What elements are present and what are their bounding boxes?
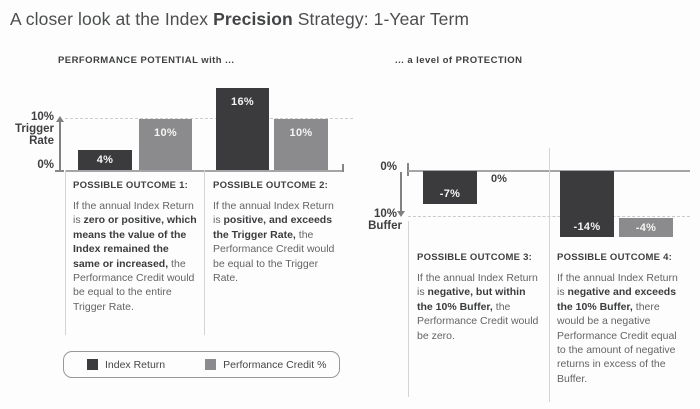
left-chart-header: PERFORMANCE POTENTIAL with ... — [58, 55, 235, 66]
outcome-1-block: POSSIBLE OUTCOME 1: If the annual Index … — [73, 179, 197, 314]
right-chart-header: ... a level of PROTECTION — [395, 55, 523, 66]
right-zero-tick — [407, 163, 409, 176]
outcome-4-block: POSSIBLE OUTCOME 4: If the annual Index … — [557, 251, 687, 386]
legend: Index Return Performance Credit % — [63, 351, 340, 378]
right-axis-label-buffer: Buffer — [368, 220, 402, 232]
left-axis-label-0pct: 0% — [37, 159, 54, 171]
right-axis-label-10pct: 10% — [373, 208, 397, 220]
buffer-arrow-line — [400, 172, 402, 212]
bar-value-label: 10% — [289, 127, 313, 139]
performance-credit-swatch-icon — [205, 359, 217, 370]
buffer-arrow-head-icon — [396, 211, 405, 217]
outcome-1-heading: POSSIBLE OUTCOME 1: — [73, 180, 189, 191]
left-baseline-end-tick — [342, 164, 344, 172]
left-chart-mid-divider — [204, 170, 205, 335]
trigger-arrow-line — [59, 121, 61, 171]
left-chart-outer-divider — [65, 170, 66, 335]
legend-item-performance-credit: Performance Credit % — [205, 359, 326, 371]
right-chart-mid-divider — [549, 148, 550, 402]
trigger-arrow-base-tick — [55, 170, 64, 172]
bar-value-label: 16% — [231, 96, 254, 108]
trigger-arrow-head-icon — [55, 116, 64, 122]
page-title: A closer look at the Index Precision Str… — [10, 9, 470, 29]
outcome-2-block: POSSIBLE OUTCOME 2: If the annual Index … — [213, 179, 344, 285]
bar-performance-credit-outcome1: 10% — [139, 119, 192, 170]
outcome-3-body: If the annual Index Return is negative, … — [417, 272, 539, 342]
left-axis-label-trigger: Trigger — [15, 123, 54, 135]
outcome-3-block: POSSIBLE OUTCOME 3: If the annual Index … — [417, 251, 541, 343]
bar-performance-credit-outcome2: 10% — [274, 119, 328, 170]
bar-value-label: -4% — [635, 221, 657, 234]
bar-value-label: 4% — [96, 154, 114, 166]
trigger-rate-dashed-line — [65, 118, 353, 119]
outcome-2-body: If the annual Index Return is positive, … — [213, 200, 335, 284]
left-axis-label-10pct: 10% — [30, 111, 54, 123]
bar-value-label: 10% — [154, 127, 177, 139]
outcome-3-heading: POSSIBLE OUTCOME 3: — [417, 252, 533, 263]
bar-performance-credit-outcome4: -4% — [619, 218, 673, 237]
bar-value-label: -7% — [439, 188, 461, 200]
bar-index-return-outcome1: 4% — [78, 150, 132, 170]
legend-item-index-return: Index Return — [87, 359, 165, 371]
outcome-1-body: If the annual Index Return is zero or po… — [73, 200, 197, 313]
legend-label: Performance Credit % — [223, 358, 327, 371]
left-axis-label-rate: Rate — [29, 135, 54, 147]
bar-index-return-outcome2: 16% — [216, 88, 269, 170]
outcome-2-heading: POSSIBLE OUTCOME 2: — [213, 180, 329, 191]
bar-index-return-outcome3: -7% — [423, 171, 477, 204]
right-chart-outer-divider — [408, 221, 409, 397]
outcome-4-heading: POSSIBLE OUTCOME 4: — [557, 252, 673, 263]
index-return-swatch-icon — [87, 359, 98, 370]
bar-value-label: -14% — [573, 221, 601, 233]
outcome-4-body: If the annual Index Return is negative a… — [557, 272, 678, 385]
legend-label: Index Return — [105, 358, 166, 371]
bar-index-return-outcome4: -14% — [560, 171, 614, 237]
right-axis-label-0pct: 0% — [380, 161, 397, 173]
credit-zero-label: 0% — [491, 173, 507, 185]
